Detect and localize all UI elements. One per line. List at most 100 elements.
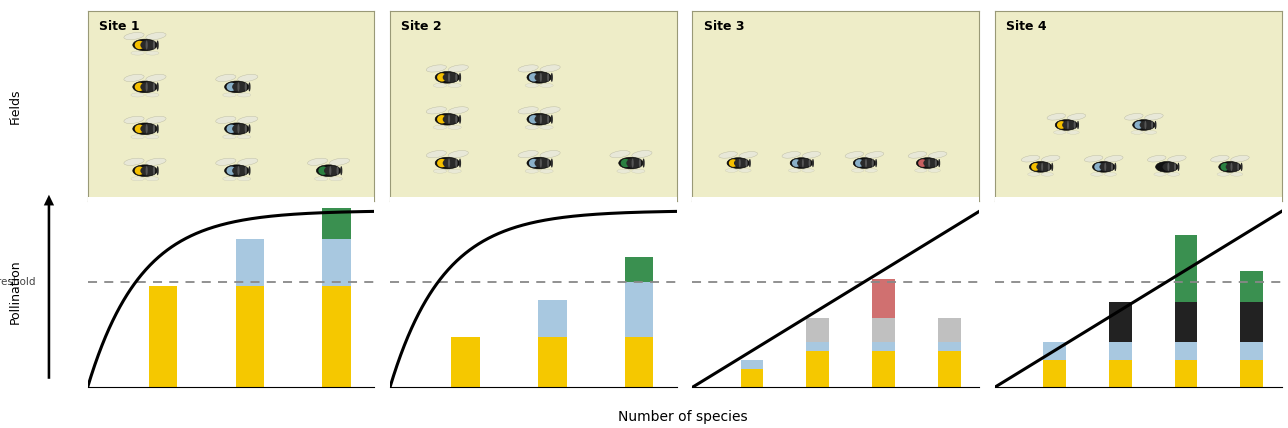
- Bar: [872, 279, 895, 318]
- Ellipse shape: [426, 65, 447, 72]
- Ellipse shape: [540, 65, 560, 72]
- Ellipse shape: [1054, 131, 1066, 134]
- Ellipse shape: [135, 166, 144, 175]
- Ellipse shape: [1092, 161, 1115, 172]
- Ellipse shape: [153, 124, 155, 134]
- Text: Pollination: Pollination: [9, 260, 22, 324]
- Ellipse shape: [551, 158, 553, 168]
- Bar: [872, 351, 895, 387]
- Ellipse shape: [788, 169, 801, 172]
- Ellipse shape: [146, 33, 166, 40]
- Ellipse shape: [802, 152, 820, 158]
- Ellipse shape: [923, 158, 938, 168]
- Ellipse shape: [1070, 121, 1073, 129]
- Ellipse shape: [146, 124, 148, 134]
- Ellipse shape: [124, 33, 144, 40]
- Bar: [322, 286, 352, 387]
- Ellipse shape: [929, 152, 947, 158]
- Ellipse shape: [635, 158, 638, 168]
- Ellipse shape: [540, 151, 560, 158]
- Ellipse shape: [237, 177, 251, 181]
- Text: Site 3: Site 3: [703, 20, 744, 33]
- Ellipse shape: [452, 115, 453, 124]
- Ellipse shape: [1171, 163, 1173, 171]
- Ellipse shape: [452, 73, 453, 82]
- Ellipse shape: [1108, 163, 1109, 171]
- Ellipse shape: [805, 159, 808, 167]
- Ellipse shape: [540, 115, 542, 124]
- Bar: [872, 342, 895, 351]
- Ellipse shape: [237, 124, 240, 134]
- Ellipse shape: [435, 71, 460, 83]
- Ellipse shape: [540, 83, 553, 87]
- Ellipse shape: [611, 151, 630, 158]
- Ellipse shape: [1177, 163, 1180, 171]
- Ellipse shape: [540, 107, 560, 114]
- Ellipse shape: [535, 114, 550, 124]
- Ellipse shape: [540, 158, 542, 168]
- Ellipse shape: [325, 166, 339, 175]
- Ellipse shape: [631, 169, 645, 173]
- Ellipse shape: [1055, 120, 1078, 130]
- Ellipse shape: [241, 124, 243, 134]
- Ellipse shape: [318, 166, 328, 175]
- Ellipse shape: [518, 107, 538, 114]
- Ellipse shape: [734, 158, 748, 168]
- Bar: [938, 351, 961, 387]
- Ellipse shape: [845, 152, 864, 158]
- Ellipse shape: [224, 165, 249, 176]
- Ellipse shape: [1074, 121, 1075, 129]
- Ellipse shape: [1211, 155, 1229, 162]
- Ellipse shape: [149, 82, 152, 92]
- Ellipse shape: [1148, 121, 1150, 129]
- Ellipse shape: [809, 159, 810, 167]
- Ellipse shape: [245, 124, 247, 134]
- Ellipse shape: [433, 83, 447, 87]
- Ellipse shape: [157, 166, 158, 175]
- Ellipse shape: [908, 152, 927, 158]
- Ellipse shape: [330, 177, 343, 181]
- Ellipse shape: [739, 169, 751, 172]
- Bar: [236, 238, 264, 286]
- Ellipse shape: [872, 159, 873, 167]
- Ellipse shape: [133, 81, 157, 93]
- Ellipse shape: [1140, 120, 1154, 130]
- Ellipse shape: [621, 159, 630, 167]
- Bar: [236, 286, 264, 387]
- Ellipse shape: [1167, 163, 1170, 171]
- Ellipse shape: [146, 40, 148, 50]
- Ellipse shape: [632, 151, 652, 158]
- Ellipse shape: [1029, 161, 1052, 172]
- Text: Number of species: Number of species: [618, 410, 747, 424]
- Bar: [1240, 271, 1264, 302]
- Ellipse shape: [931, 159, 934, 167]
- Ellipse shape: [223, 177, 236, 181]
- Ellipse shape: [535, 158, 550, 168]
- Ellipse shape: [146, 51, 158, 55]
- Ellipse shape: [1105, 155, 1123, 162]
- Ellipse shape: [131, 93, 144, 97]
- Ellipse shape: [224, 123, 249, 135]
- Text: Site 2: Site 2: [402, 20, 442, 33]
- Ellipse shape: [238, 74, 258, 82]
- Ellipse shape: [443, 114, 457, 124]
- Ellipse shape: [426, 151, 447, 158]
- Bar: [625, 282, 653, 300]
- Ellipse shape: [529, 159, 538, 167]
- Ellipse shape: [459, 115, 461, 124]
- Ellipse shape: [853, 158, 876, 168]
- Ellipse shape: [1124, 113, 1142, 120]
- Ellipse shape: [1145, 131, 1157, 134]
- Ellipse shape: [643, 158, 645, 168]
- Ellipse shape: [238, 116, 258, 124]
- Ellipse shape: [135, 83, 144, 91]
- Ellipse shape: [929, 169, 940, 172]
- Ellipse shape: [526, 169, 538, 173]
- Ellipse shape: [916, 158, 939, 168]
- Ellipse shape: [140, 166, 156, 175]
- Ellipse shape: [617, 169, 630, 173]
- Bar: [1043, 342, 1065, 360]
- Ellipse shape: [330, 158, 349, 165]
- Ellipse shape: [249, 166, 251, 175]
- Ellipse shape: [802, 169, 814, 172]
